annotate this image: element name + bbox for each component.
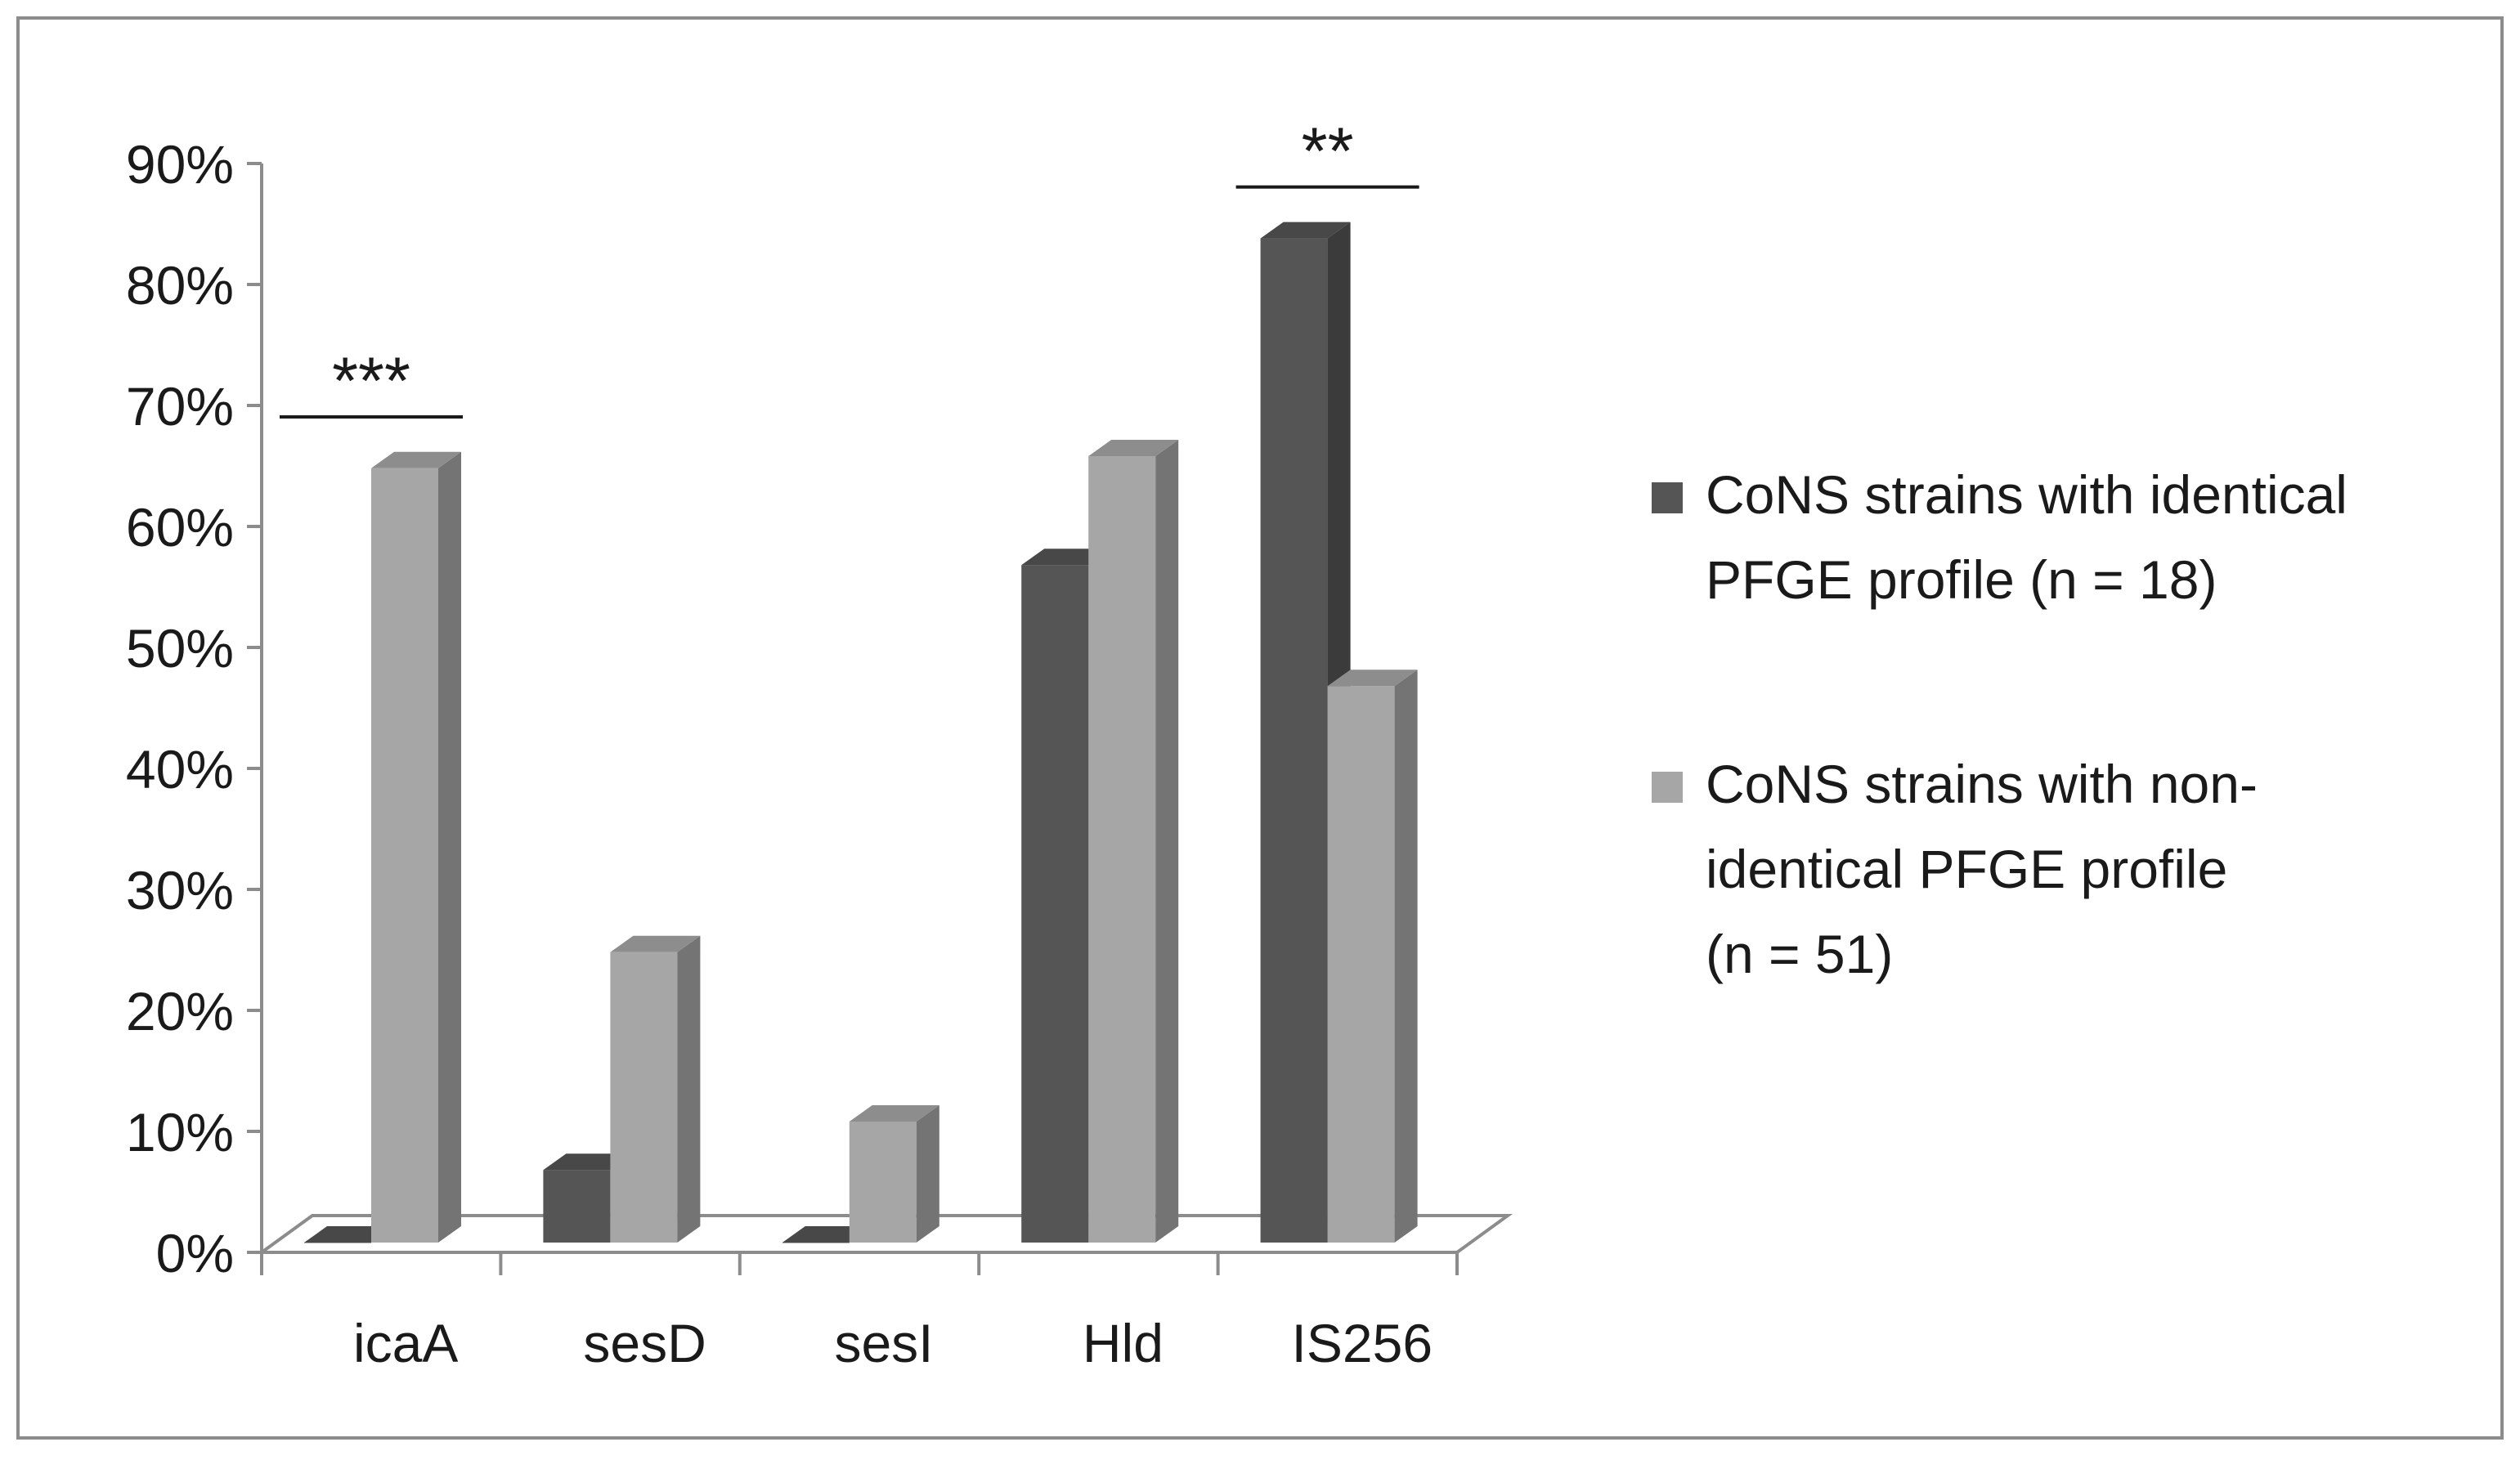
y-tick-label: 80% [126, 255, 234, 316]
bar-top [849, 1105, 939, 1122]
bar-IS256-series-2 [1327, 670, 1418, 1243]
x-tick-label: sesI [834, 1313, 933, 1373]
bar-side [1394, 670, 1418, 1243]
bar-front [1088, 456, 1156, 1243]
bar-front [849, 1122, 917, 1243]
y-tick-label: 40% [126, 739, 234, 799]
bar-front [1260, 238, 1328, 1243]
bar-side [438, 451, 461, 1243]
bar-side [1155, 440, 1179, 1243]
significance-marker: ** [1302, 114, 1354, 189]
bar-front [1021, 565, 1089, 1243]
bar-side [916, 1105, 939, 1243]
y-tick-label: 70% [126, 376, 234, 437]
bar-front [371, 468, 438, 1243]
significance-marker: *** [332, 344, 410, 419]
y-tick-label: 60% [126, 497, 234, 558]
y-tick-label: 10% [126, 1102, 234, 1162]
y-tick-label: 30% [126, 860, 234, 920]
legend-label-2: identical PFGE profile [1706, 839, 2227, 899]
legend-label-1: PFGE profile (n = 18) [1706, 549, 2217, 610]
bar-top [371, 451, 461, 468]
bar-top [1260, 222, 1351, 239]
legend-label-2: CoNS strains with non- [1706, 754, 2258, 814]
x-tick-label: icaA [353, 1313, 458, 1373]
y-tick-label: 90% [126, 134, 234, 195]
bar-front [1327, 686, 1395, 1243]
x-tick-label: Hld [1083, 1313, 1164, 1373]
bar-top [1088, 440, 1179, 456]
bar-front [610, 952, 678, 1243]
legend-swatch-2 [1652, 772, 1683, 803]
legend-label-1: CoNS strains with identical [1706, 464, 2347, 525]
x-tick-label: IS256 [1292, 1313, 1433, 1373]
bar-side [677, 935, 701, 1243]
bar-top [1327, 670, 1418, 687]
bar-Hld-series-2 [1088, 440, 1179, 1243]
bar-sesI-series-2 [849, 1105, 939, 1243]
legend-swatch-1 [1652, 482, 1683, 513]
bar-sesD-series-2 [610, 935, 701, 1243]
bar-icaA-series-2 [371, 451, 461, 1243]
legend-label-2: (n = 51) [1706, 924, 1893, 984]
y-tick-label: 0% [156, 1223, 234, 1283]
bar-front [543, 1170, 611, 1243]
x-tick-label: sesD [583, 1313, 706, 1373]
y-tick-label: 50% [126, 618, 234, 678]
bar-top [610, 935, 701, 952]
y-tick-label: 20% [126, 981, 234, 1041]
